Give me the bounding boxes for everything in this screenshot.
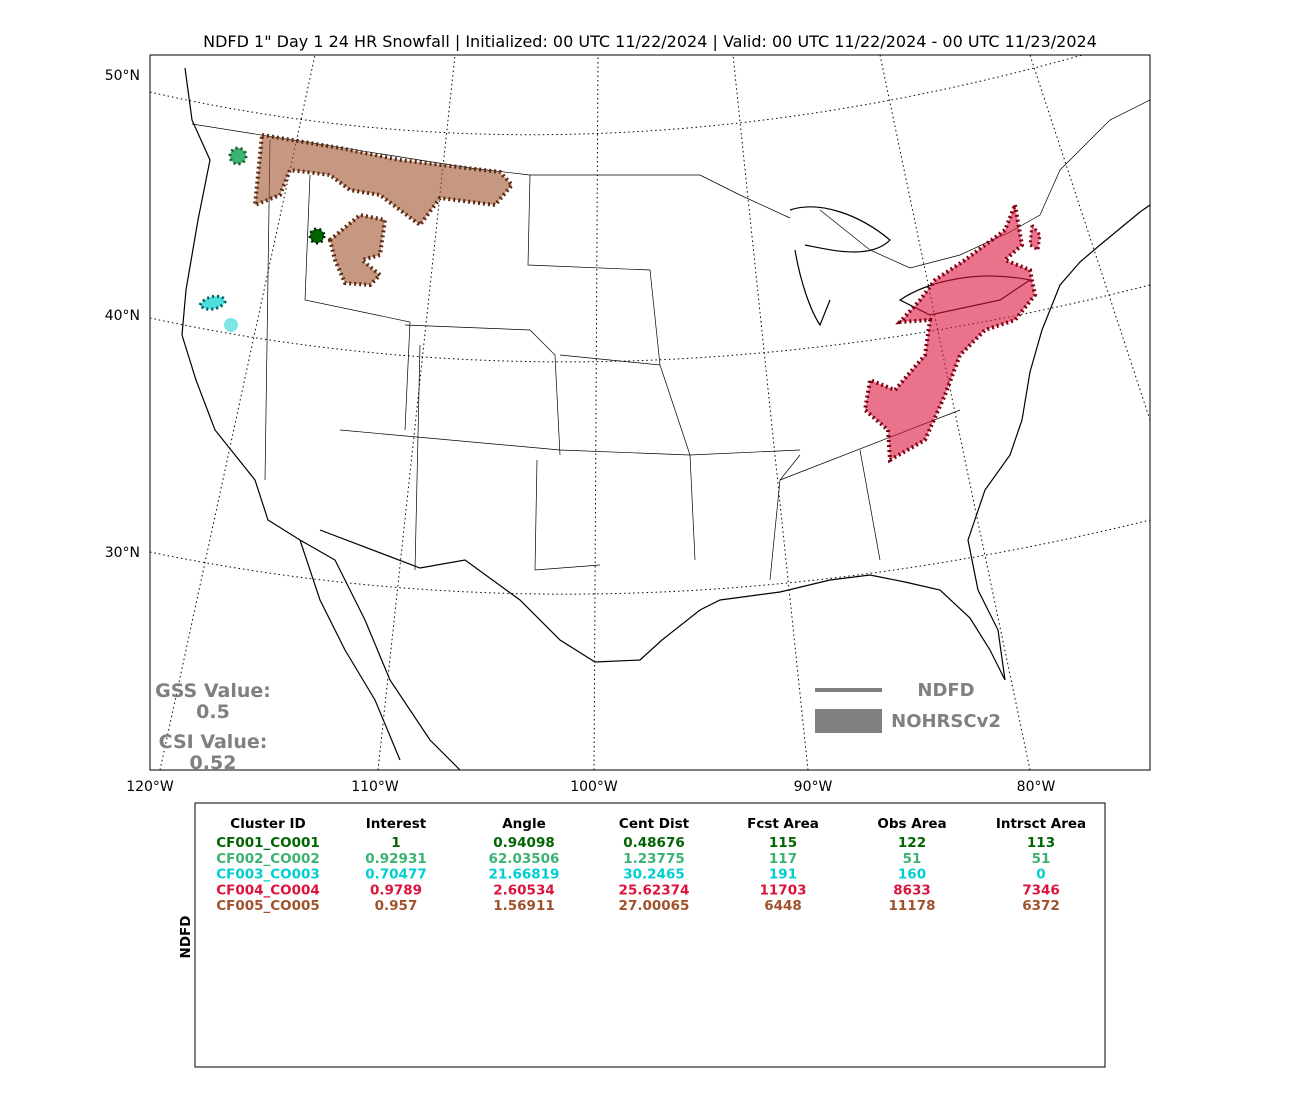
side-label: NDFD	[178, 916, 194, 959]
cluster-5	[252, 132, 515, 228]
column-header: Angle	[502, 816, 546, 832]
legend-label: NOHRSCv2	[891, 711, 1001, 732]
legend-label: NDFD	[917, 680, 974, 701]
table-cell: CF002_CO002	[216, 851, 320, 867]
table-cell: 8633	[893, 882, 931, 898]
column-header: Intrsct Area	[996, 816, 1086, 832]
lat-label: 30°N	[105, 545, 140, 561]
table-cell: 2.60534	[493, 882, 555, 898]
table-cell: 1.23775	[623, 851, 685, 867]
lon-label: 120°W	[126, 779, 174, 795]
table-cell: 6372	[1022, 898, 1060, 914]
table-cell: 0	[1036, 867, 1045, 883]
table-cell: 27.00065	[619, 898, 690, 914]
lon-label: 90°W	[794, 779, 833, 795]
table-cell: 51	[903, 851, 922, 867]
snow-clusters	[198, 132, 1042, 464]
lat-label: 40°N	[105, 308, 140, 324]
table-cell: 21.66819	[489, 867, 560, 883]
table-cell: 30.2465	[623, 867, 685, 883]
table-cell: 113	[1027, 835, 1055, 851]
cluster-5b	[327, 212, 388, 288]
cluster-4	[862, 197, 1038, 464]
table-cell: 6448	[764, 898, 802, 914]
score-value: 0.52	[190, 752, 237, 774]
column-header: Obs Area	[877, 816, 946, 832]
score-label: GSS Value:	[155, 680, 271, 702]
table-cell: 0.957	[375, 898, 418, 914]
lon-label: 80°W	[1017, 779, 1056, 795]
table-frame	[194, 802, 1106, 1068]
table-cell: 11703	[760, 882, 807, 898]
table-cell: 0.70477	[365, 867, 427, 883]
table-cell: 25.62374	[619, 882, 690, 898]
legend-patch	[815, 709, 882, 733]
column-header: Interest	[366, 816, 427, 832]
cluster-2	[228, 146, 248, 166]
score-label: CSI Value:	[159, 731, 268, 753]
table-cell: 122	[898, 835, 926, 851]
cluster-1	[308, 227, 326, 245]
table-cell: 117	[769, 851, 797, 867]
table-cell: 7346	[1022, 882, 1060, 898]
lon-label: 110°W	[351, 779, 399, 795]
cluster-3-obs	[224, 318, 238, 332]
table-cell: CF001_CO001	[216, 835, 320, 851]
map: NDFD NOHRSCv2	[149, 54, 1151, 771]
cluster-4b	[1028, 221, 1042, 253]
table-cell: 115	[769, 835, 797, 851]
column-header: Cluster ID	[230, 816, 305, 832]
table-cell: CF004_CO004	[216, 882, 320, 898]
table-cell: 1	[391, 835, 400, 851]
table-cell: 0.9789	[370, 882, 422, 898]
lat-label: 50°N	[105, 68, 140, 84]
table-cell: 191	[769, 867, 797, 883]
lon-label: 100°W	[570, 779, 618, 795]
table-cell: CF005_CO005	[216, 898, 320, 914]
cluster-3	[198, 294, 227, 311]
score-value: 0.5	[196, 701, 230, 723]
table-cell: 1.56911	[493, 898, 555, 914]
table-cell: 160	[898, 867, 926, 883]
table-cell: 0.48676	[623, 835, 685, 851]
table-cell: CF003_CO003	[216, 867, 320, 883]
table-cell: 11178	[889, 898, 936, 914]
table-cell: 51	[1032, 851, 1051, 867]
table-cell: 0.92931	[365, 851, 427, 867]
title: NDFD 1" Day 1 24 HR Snowfall | Initializ…	[203, 32, 1097, 51]
table-cell: 62.03506	[489, 851, 560, 867]
column-header: Fcst Area	[747, 816, 819, 832]
column-header: Cent Dist	[619, 816, 690, 832]
table-cell: 0.94098	[493, 835, 555, 851]
